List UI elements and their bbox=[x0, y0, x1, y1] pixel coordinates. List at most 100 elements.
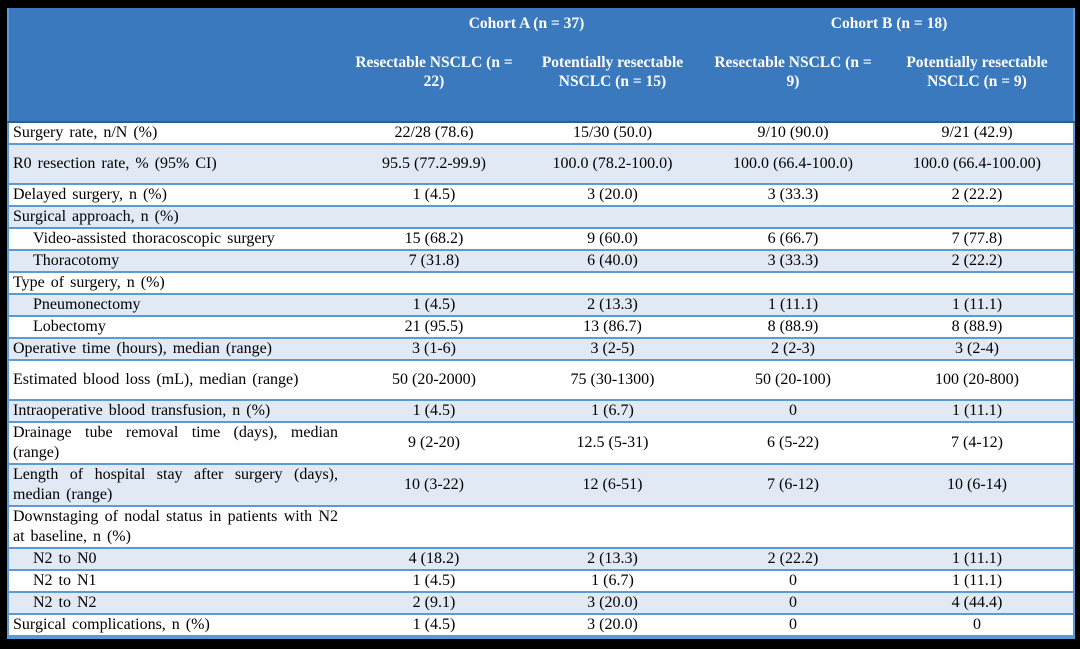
value-cell: 3 (1-6) bbox=[348, 338, 520, 360]
value-cell: 3 (2-5) bbox=[520, 338, 705, 360]
value-cell: 1 (4.5) bbox=[412, 186, 456, 203]
table-row: Video-assisted thoracoscopic surgery 15 (… bbox=[8, 228, 1075, 250]
cohort-a-header: Cohort A (n = 37) bbox=[348, 8, 705, 33]
value-cell: 50 (20-2000) bbox=[392, 371, 476, 388]
row-label: Operative time (hours), median (range) bbox=[8, 338, 348, 360]
row-label: N2 to N0 bbox=[8, 548, 348, 570]
value-cell: 6 (66.7) bbox=[767, 230, 819, 247]
value-cell: 50 (20-100) bbox=[755, 371, 831, 388]
value-cell bbox=[348, 272, 520, 294]
value-cell bbox=[520, 272, 705, 294]
value-cell: 3 (33.3) bbox=[767, 186, 819, 203]
value-cell: 10 (3-22) bbox=[348, 464, 520, 506]
value-cell: 15 (68.2) bbox=[404, 230, 464, 247]
value-cell: 1 (4.5) bbox=[412, 572, 456, 589]
value-cell: 7 (6-12) bbox=[705, 464, 881, 506]
row-label: Intraoperative blood transfusion, n (%) bbox=[8, 400, 348, 422]
value-cell: 1 (4.5) bbox=[348, 294, 520, 316]
value-cell: 7 (77.8) bbox=[951, 230, 1003, 247]
value-cell: 2 (2-3) bbox=[705, 338, 881, 360]
table-row: Length of hospital stay after surgery (d… bbox=[8, 464, 1075, 506]
value-cell: 8 (88.9) bbox=[767, 318, 819, 335]
row-label: Surgery rate, n/N (%) bbox=[13, 124, 158, 141]
value-cell: 3 (20.0) bbox=[587, 186, 638, 203]
table-row: Thoracotomy 7 (31.8) 6 (40.0) 3 (33.3) 2 (22… bbox=[8, 250, 1075, 272]
value-cell: 6 (5-22) bbox=[767, 434, 819, 451]
value-cell: 100.0 (78.2-100.0) bbox=[520, 144, 705, 184]
value-cell: 2 (13.3) bbox=[520, 548, 705, 570]
value-cell bbox=[348, 206, 520, 228]
cohort-b-header: Cohort B (n = 18) bbox=[705, 8, 1075, 33]
value-cell: 3 (2-4) bbox=[881, 338, 1075, 360]
value-cell: 6 (40.0) bbox=[520, 250, 705, 272]
row-label: R0 resection rate, % (95% CI) bbox=[8, 144, 348, 184]
value-cell: 0 bbox=[973, 616, 981, 633]
value-cell: 1 (11.1) bbox=[705, 294, 881, 316]
table-row: Surgery rate, n/N (%) 22/28 (78.6) 15/30 (… bbox=[8, 122, 1075, 144]
value-cell: 1 (11.1) bbox=[881, 548, 1075, 570]
row-label: Surgical complications, n (%) bbox=[13, 616, 210, 633]
value-cell: 9 (60.0) bbox=[587, 230, 638, 247]
table-body: Surgery rate, n/N (%) 22/28 (78.6) 15/30 (… bbox=[8, 122, 1075, 637]
value-cell: 4 (18.2) bbox=[348, 548, 520, 570]
table-row: Pneumonectomy 1 (4.5) 2 (13.3) 1 (11.1) 1 (1… bbox=[8, 294, 1075, 316]
empty-corner-cell bbox=[8, 8, 348, 122]
value-cell: 3 (20.0) bbox=[587, 616, 638, 633]
row-label: Downstaging of nodal status in patients … bbox=[13, 508, 338, 545]
value-cell: 0 bbox=[789, 616, 797, 633]
value-cell: 8 (88.9) bbox=[951, 318, 1003, 335]
table-row: Delayed surgery, n (%) 1 (4.5) 3 (20.0) 3 (… bbox=[8, 184, 1075, 206]
value-cell: 2 (22.2) bbox=[951, 186, 1003, 203]
table-row: Downstaging of nodal status in patients … bbox=[8, 506, 1075, 548]
value-cell bbox=[881, 206, 1075, 228]
row-label: Drainage tube removal time (days), media… bbox=[13, 424, 338, 461]
row-label: Length of hospital stay after surgery (d… bbox=[8, 464, 348, 506]
column-subheader-resectable-b: Resectable NSCLC (n = 9) bbox=[705, 33, 881, 122]
table-row: Operative time (hours), median (range) 3 … bbox=[8, 338, 1075, 360]
value-cell bbox=[705, 206, 881, 228]
column-subheader-potentially-b: Potentially resectable NSCLC (n = 9) bbox=[881, 33, 1075, 122]
value-cell bbox=[520, 206, 705, 228]
value-cell bbox=[881, 272, 1074, 294]
table-row: N2 to N1 1 (4.5) 1 (6.7) 0 1 (11.1) bbox=[8, 570, 1075, 592]
value-cell: 0 bbox=[789, 572, 797, 589]
value-cell: 75 (30-1300) bbox=[570, 371, 655, 388]
value-cell: 1 (4.5) bbox=[348, 400, 520, 422]
value-cell: 2 (13.3) bbox=[520, 294, 705, 316]
table-row: R0 resection rate, % (95% CI) 95.5 (77.2-… bbox=[8, 144, 1075, 184]
value-cell: 12 (6-51) bbox=[520, 464, 705, 506]
value-cell bbox=[520, 506, 705, 548]
row-label: Thoracotomy bbox=[8, 250, 348, 272]
value-cell: 1 (6.7) bbox=[591, 572, 634, 589]
column-subheader-resectable-a: Resectable NSCLC (n = 22) bbox=[348, 33, 520, 122]
table-row: Estimated blood loss (mL), median (range… bbox=[8, 360, 1075, 400]
value-cell: 1 (11.1) bbox=[881, 400, 1075, 422]
row-label: Type of surgery, n (%) bbox=[13, 274, 165, 291]
value-cell: 22/28 (78.6) bbox=[394, 124, 474, 141]
row-label: Delayed surgery, n (%) bbox=[13, 186, 167, 203]
table-row: N2 to N0 4 (18.2) 2 (13.3) 2 (22.2) 1 (11.1) bbox=[8, 548, 1075, 570]
value-cell bbox=[348, 506, 520, 548]
table-row: Lobectomy 21 (95.5) 13 (86.7) 8 (88.9) 8 (88… bbox=[8, 316, 1075, 338]
cohort-header-row: Cohort A (n = 37) Cohort B (n = 18) bbox=[8, 8, 1075, 122]
value-cell: 9/10 (90.0) bbox=[757, 124, 829, 141]
value-cell: 100.0 (66.4-100.0) bbox=[705, 144, 881, 184]
value-cell: 1 (11.1) bbox=[951, 572, 1003, 589]
value-cell: 2 (22.2) bbox=[881, 250, 1075, 272]
value-cell: 100 (20-800) bbox=[935, 371, 1019, 388]
value-cell: 21 (95.5) bbox=[404, 318, 464, 335]
value-cell: 4 (44.4) bbox=[881, 592, 1075, 614]
row-label: Estimated blood loss (mL), median (range… bbox=[13, 371, 299, 388]
value-cell: 95.5 (77.2-99.9) bbox=[348, 144, 520, 184]
value-cell: 7 (31.8) bbox=[348, 250, 520, 272]
table-header: Cohort A (n = 37) Cohort B (n = 18) Rese… bbox=[8, 8, 1075, 122]
value-cell: 9/21 (42.9) bbox=[941, 124, 1013, 141]
table-row: Surgical complications, n (%) 1 (4.5) 3 (2… bbox=[8, 614, 1075, 637]
value-cell: 9 (2-20) bbox=[408, 434, 460, 451]
row-label: Video-assisted thoracoscopic surgery bbox=[33, 230, 275, 247]
table-row: N2 to N2 2 (9.1) 3 (20.0) 0 4 (44.4) bbox=[8, 592, 1075, 614]
value-cell: 10 (6-14) bbox=[881, 464, 1075, 506]
value-cell: 100.0 (66.4-100.00) bbox=[881, 144, 1075, 184]
surgical-outcomes-table: Cohort A (n = 37) Cohort B (n = 18) Rese… bbox=[7, 8, 1076, 639]
